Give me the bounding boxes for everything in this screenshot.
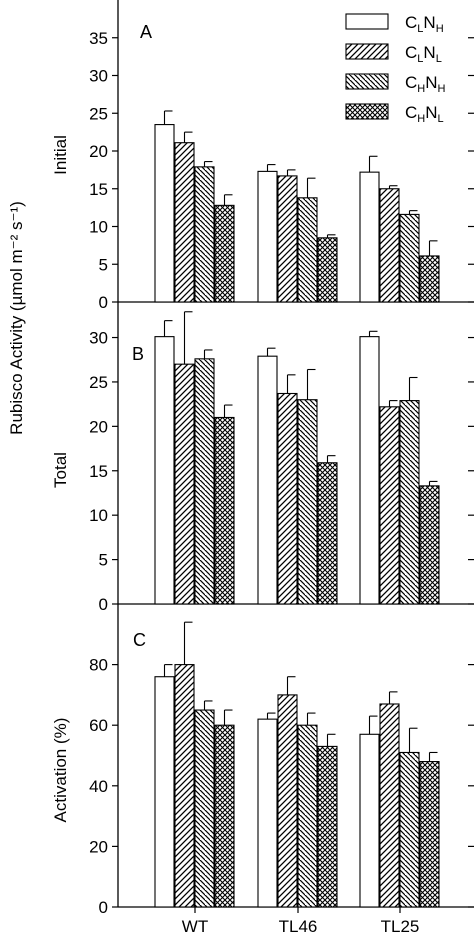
y-tick-label: 20	[89, 142, 108, 161]
bar-c-clnl-wt	[174, 664, 195, 908]
panel-a-ylabel: Initial	[51, 135, 70, 175]
panel-b: 0 5 10 15 20 25 30	[89, 302, 474, 614]
shared-ylabel: Rubisco Activity (µmol m⁻² s⁻¹)	[7, 201, 26, 435]
bar-a-chnl-tl25	[419, 255, 440, 303]
bar-b-chnl-tl46	[317, 462, 338, 605]
bar-a-chnh-tl25	[399, 213, 420, 303]
bar-b-clnh-wt	[154, 336, 175, 605]
panel-a: 0 5 10 15 20 25 30 35	[89, 0, 474, 312]
bar-a-clnh-wt	[154, 124, 175, 303]
bar-a-clnh-tl25	[359, 171, 380, 303]
legend-swatch-chnh	[345, 73, 389, 90]
panel-a-letter: A	[140, 22, 152, 42]
y-tick-label: 0	[99, 293, 108, 312]
bar-b-clnl-tl46	[277, 392, 298, 605]
bar-b-chnh-wt	[194, 358, 215, 605]
bar-b-chnh-tl46	[297, 399, 318, 605]
bar-c-clnl-tl46	[277, 694, 298, 908]
bar-c-chnh-wt	[194, 709, 215, 908]
bar-a-chnl-wt	[214, 204, 235, 303]
y-tick-label: 10	[89, 506, 108, 525]
y-tick-label: 15	[89, 180, 108, 199]
y-tick-label: 80	[89, 656, 108, 675]
y-tick-label: 35	[89, 29, 108, 48]
bar-a-clnl-tl25	[379, 188, 400, 303]
legend-label-clnh: CLNH	[405, 13, 444, 35]
bar-b-clnl-wt	[174, 363, 195, 605]
bar-c-chnh-tl25	[399, 751, 420, 908]
panel-c-ylabel: Activation (%)	[51, 718, 70, 823]
y-tick-label: 10	[89, 218, 108, 237]
x-tick-label-tl25: TL25	[381, 917, 420, 936]
bar-b-chnh-tl25	[399, 400, 420, 605]
bar-c-clnh-tl46	[257, 718, 278, 908]
plots-group: 0 5 10 15 20 25 30 35 0 5 10 15 20 25 30 0 20 40 60 80 WT TL4…	[89, 0, 474, 936]
legend: CLNH CLNL CHNH CHNL	[345, 13, 446, 125]
bar-c-chnl-tl25	[419, 761, 440, 908]
legend-label-chnl: CHNL	[405, 103, 444, 125]
bar-c-chnh-tl46	[297, 724, 318, 908]
bar-b-clnl-tl25	[379, 406, 400, 605]
y-tick-label: 40	[89, 777, 108, 796]
panel-b-letter: B	[132, 344, 144, 364]
y-tick-label: 25	[89, 104, 108, 123]
bar-c-clnl-tl25	[379, 703, 400, 908]
bar-a-chnh-tl46	[297, 197, 318, 303]
legend-swatch-clnh	[345, 13, 389, 30]
legend-swatch-chnl	[345, 103, 389, 120]
bar-c-chnl-tl46	[317, 745, 338, 908]
bar-a-clnl-tl46	[277, 175, 298, 303]
bar-c-clnh-wt	[154, 676, 175, 908]
bar-b-chnl-wt	[214, 416, 235, 605]
y-tick-label: 20	[89, 837, 108, 856]
y-tick-label: 30	[89, 329, 108, 348]
bar-c-clnh-tl25	[359, 733, 380, 908]
bar-a-chnl-tl46	[317, 237, 338, 303]
bar-c-chnl-wt	[214, 724, 235, 908]
y-tick-label: 25	[89, 373, 108, 392]
legend-swatch-clnl	[345, 43, 389, 60]
panel-c: 0 20 40 60 80 WT TL46 TL25	[89, 604, 474, 936]
bar-a-chnh-wt	[194, 166, 215, 303]
y-tick-label: 30	[89, 67, 108, 86]
y-tick-label: 60	[89, 716, 108, 735]
y-tick-label: 0	[99, 595, 108, 614]
bar-b-clnh-tl46	[257, 355, 278, 605]
legend-label-clnl: CLNL	[405, 43, 442, 65]
x-tick-label-tl46: TL46	[279, 917, 318, 936]
bar-a-clnl-wt	[174, 142, 195, 303]
bar-b-clnh-tl25	[359, 336, 380, 605]
y-tick-label: 20	[89, 417, 108, 436]
y-tick-label: 5	[99, 255, 108, 274]
bar-a-clnh-tl46	[257, 170, 278, 303]
y-tick-label: 15	[89, 462, 108, 481]
x-tick-label-wt: WT	[182, 917, 208, 936]
panel-c-letter: C	[133, 630, 146, 650]
y-tick-label: 0	[99, 898, 108, 917]
y-tick-label: 5	[99, 551, 108, 570]
legend-label-chnh: CHNH	[405, 73, 446, 95]
bar-b-chnl-tl25	[419, 485, 440, 605]
panel-b-ylabel: Total	[51, 452, 70, 488]
